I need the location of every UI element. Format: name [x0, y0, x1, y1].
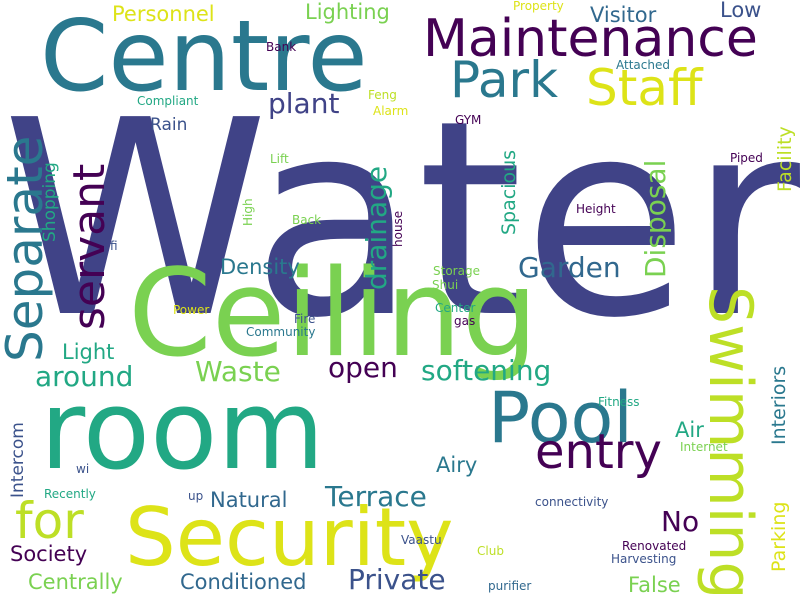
word: Storage: [433, 264, 480, 278]
word: Density: [220, 255, 300, 279]
word: Height: [576, 202, 616, 216]
word: Community: [246, 325, 316, 339]
word: Spacious: [498, 149, 520, 235]
word: Interiors: [768, 365, 790, 445]
word: False: [628, 573, 681, 597]
word: Centre: [40, 0, 368, 114]
word: Natural: [210, 488, 288, 512]
word: Ceiling: [128, 245, 538, 384]
word: for: [15, 492, 84, 550]
word: Security: [125, 491, 454, 584]
word: Back: [292, 213, 322, 227]
word: Waste: [195, 355, 281, 388]
word: room: [40, 366, 325, 494]
word: Property: [513, 0, 564, 13]
word: Terrace: [325, 480, 427, 513]
word: GYM: [455, 113, 482, 127]
word: Piped: [730, 151, 763, 165]
word: entry: [535, 424, 662, 480]
word: drainage: [360, 165, 393, 290]
word: Society: [10, 542, 88, 566]
word: Recently: [44, 487, 96, 501]
word: purifier: [488, 579, 532, 593]
word: fi: [110, 239, 118, 253]
word: Fitness: [598, 395, 640, 409]
word: Parking: [768, 501, 790, 572]
word: plant: [268, 87, 340, 120]
word: Visitor: [590, 3, 657, 27]
word: Renovated: [622, 539, 687, 553]
word: Water: [1, 62, 800, 377]
word: softening: [421, 354, 552, 387]
word: Lighting: [305, 0, 390, 24]
word: Harvesting: [611, 552, 677, 566]
word: Intercom: [8, 422, 28, 498]
word: Park: [450, 51, 559, 109]
word: Shopping: [40, 162, 60, 242]
word: High: [241, 198, 255, 226]
word: Power: [173, 303, 210, 317]
word: house: [391, 210, 405, 247]
word: connectivity: [535, 495, 609, 509]
word: around: [35, 360, 134, 393]
word: wi: [76, 462, 90, 476]
word: up: [188, 489, 204, 503]
word: Light: [62, 340, 115, 364]
word: Centrally: [28, 570, 123, 594]
word: Airy: [436, 453, 478, 477]
word: Fire: [294, 312, 316, 326]
word: No: [661, 505, 700, 538]
word: Disposal: [639, 159, 672, 278]
word: Conditioned: [180, 570, 307, 594]
word: Feng: [368, 88, 397, 102]
word: Shui: [432, 278, 459, 292]
word: Staff: [586, 59, 703, 117]
word: Attached: [616, 58, 670, 72]
word: Center: [435, 301, 476, 315]
word: open: [328, 351, 398, 384]
word: Facility: [774, 126, 796, 192]
word: Rain: [150, 115, 188, 135]
word: Air: [675, 418, 704, 442]
word: Private: [348, 563, 446, 596]
word: Bank: [266, 40, 297, 54]
word: Garden: [518, 251, 621, 284]
word: gas: [454, 314, 476, 328]
word: Lift: [270, 152, 289, 166]
word: Pool: [488, 377, 633, 459]
word: Alarm: [373, 104, 409, 118]
word: Personnel: [112, 2, 215, 26]
word: servant: [64, 163, 115, 330]
word: Internet: [680, 440, 728, 454]
word: Maintenance: [423, 9, 758, 69]
word: Low: [720, 0, 762, 22]
word: Vaastu: [401, 533, 442, 547]
word: Club: [477, 544, 504, 558]
word: Compliant: [137, 94, 199, 108]
